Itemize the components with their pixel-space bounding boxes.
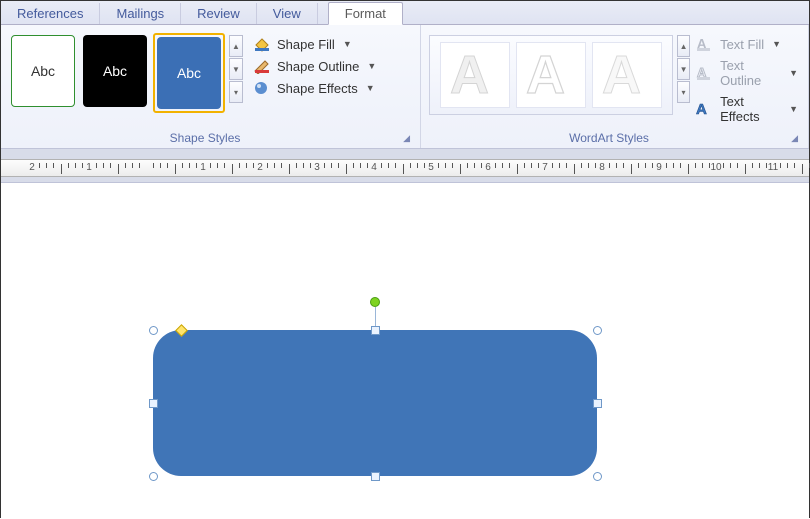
- group-label-shape-styles: Shape Styles: [7, 129, 403, 148]
- dropdown-icon: ▼: [366, 83, 375, 93]
- ruler-area: 211234567891011: [1, 149, 809, 183]
- wordart-style-1[interactable]: A: [440, 42, 510, 108]
- ruler-label: 1: [86, 162, 92, 173]
- text-fill-button[interactable]: A Text Fill ▼: [694, 35, 800, 53]
- dropdown-icon: ▼: [343, 39, 352, 49]
- svg-text:A: A: [602, 45, 641, 105]
- dropdown-icon: ▼: [789, 104, 798, 114]
- tab-mailings[interactable]: Mailings: [100, 3, 181, 24]
- document-canvas[interactable]: [1, 183, 809, 519]
- shape-outline-label: Shape Outline: [277, 59, 359, 74]
- resize-handle-right[interactable]: [593, 399, 602, 408]
- selected-shape-rounded-rectangle[interactable]: [153, 330, 597, 476]
- dropdown-icon: ▼: [367, 61, 376, 71]
- spinner-up-icon[interactable]: ▲: [229, 35, 243, 57]
- tab-references[interactable]: References: [1, 3, 100, 24]
- shape-style-gallery-spinner[interactable]: ▲ ▼ ▾: [229, 35, 243, 103]
- ruler-label: 9: [656, 162, 662, 173]
- shape-fill-button[interactable]: Shape Fill ▼: [251, 35, 378, 53]
- tab-review[interactable]: Review: [181, 3, 257, 24]
- spinner-down-icon[interactable]: ▼: [677, 58, 690, 80]
- wordart-style-2[interactable]: A: [516, 42, 586, 108]
- group-label-wordart-styles: WordArt Styles: [427, 129, 791, 148]
- text-fill-icon: A: [696, 36, 714, 52]
- dialog-launcher-icon[interactable]: ◢: [403, 133, 414, 144]
- spinner-more-icon[interactable]: ▾: [229, 81, 243, 103]
- rotation-handle[interactable]: [370, 297, 380, 307]
- resize-handle-top-right[interactable]: [593, 326, 602, 335]
- resize-handle-top-left[interactable]: [149, 326, 158, 335]
- shape-effects-button[interactable]: Shape Effects ▼: [251, 79, 378, 97]
- wordart-gallery-spinner[interactable]: ▲ ▼ ▾: [677, 35, 690, 103]
- tab-format[interactable]: Format: [328, 2, 403, 25]
- svg-text:A: A: [696, 101, 707, 117]
- resize-handle-left[interactable]: [149, 399, 158, 408]
- resize-handle-bottom[interactable]: [371, 472, 380, 481]
- ruler-label: 4: [371, 162, 377, 173]
- shape-outline-button[interactable]: Shape Outline ▼: [251, 57, 378, 75]
- ruler-label: 7: [542, 162, 548, 173]
- shape-style-swatch-1[interactable]: Abc: [11, 35, 75, 107]
- wordart-style-3[interactable]: A: [592, 42, 662, 108]
- shape-style-swatch-2[interactable]: Abc: [83, 35, 147, 107]
- text-effects-icon: A: [696, 101, 714, 117]
- resize-handle-bottom-left[interactable]: [149, 472, 158, 481]
- group-wordart-styles: A A A ▲ ▼ ▾ A Text Fill: [421, 25, 809, 148]
- spinner-down-icon[interactable]: ▼: [229, 58, 243, 80]
- ruler-label: 5: [428, 162, 434, 173]
- ruler-label: 8: [599, 162, 605, 173]
- text-effects-button[interactable]: A Text Effects ▼: [694, 93, 800, 125]
- shape-fill-label: Shape Fill: [277, 37, 335, 52]
- ruler-label: 11: [768, 162, 778, 173]
- text-outline-icon: A: [696, 65, 714, 81]
- resize-handle-top[interactable]: [371, 326, 380, 335]
- group-shape-styles: Abc Abc Abc ▲ ▼ ▾ Shape Fill ▼: [1, 25, 421, 148]
- rotation-connector: [375, 307, 376, 326]
- dialog-launcher-icon[interactable]: ◢: [791, 133, 802, 144]
- tab-view[interactable]: View: [257, 3, 318, 24]
- shape-effects-label: Shape Effects: [277, 81, 358, 96]
- paint-bucket-icon: [253, 36, 271, 52]
- ruler-label: 2: [257, 162, 263, 173]
- dropdown-icon: ▼: [789, 68, 798, 78]
- text-outline-label: Text Outline: [720, 58, 781, 88]
- dropdown-icon: ▼: [772, 39, 781, 49]
- horizontal-ruler[interactable]: 211234567891011: [1, 159, 809, 177]
- text-outline-button[interactable]: A Text Outline ▼: [694, 57, 800, 89]
- spinner-more-icon[interactable]: ▾: [677, 81, 690, 103]
- resize-handle-bottom-right[interactable]: [593, 472, 602, 481]
- ruler-label: 6: [485, 162, 491, 173]
- pencil-icon: [253, 58, 271, 74]
- text-fill-label: Text Fill: [720, 37, 764, 52]
- effects-icon: [253, 80, 271, 96]
- shape-style-swatch-3-selected[interactable]: Abc: [157, 37, 221, 109]
- ruler-label: 3: [314, 162, 320, 173]
- ribbon: Abc Abc Abc ▲ ▼ ▾ Shape Fill ▼: [1, 25, 809, 149]
- spinner-up-icon[interactable]: ▲: [677, 35, 690, 57]
- svg-text:A: A: [526, 45, 565, 105]
- ribbon-tabs: References Mailings Review View Format: [1, 1, 809, 25]
- wordart-gallery[interactable]: A A A: [429, 35, 673, 115]
- svg-text:A: A: [450, 45, 489, 105]
- ruler-label: 1: [200, 162, 206, 173]
- ruler-label: 2: [29, 162, 35, 173]
- ruler-label: 10: [710, 162, 721, 173]
- text-effects-label: Text Effects: [720, 94, 781, 124]
